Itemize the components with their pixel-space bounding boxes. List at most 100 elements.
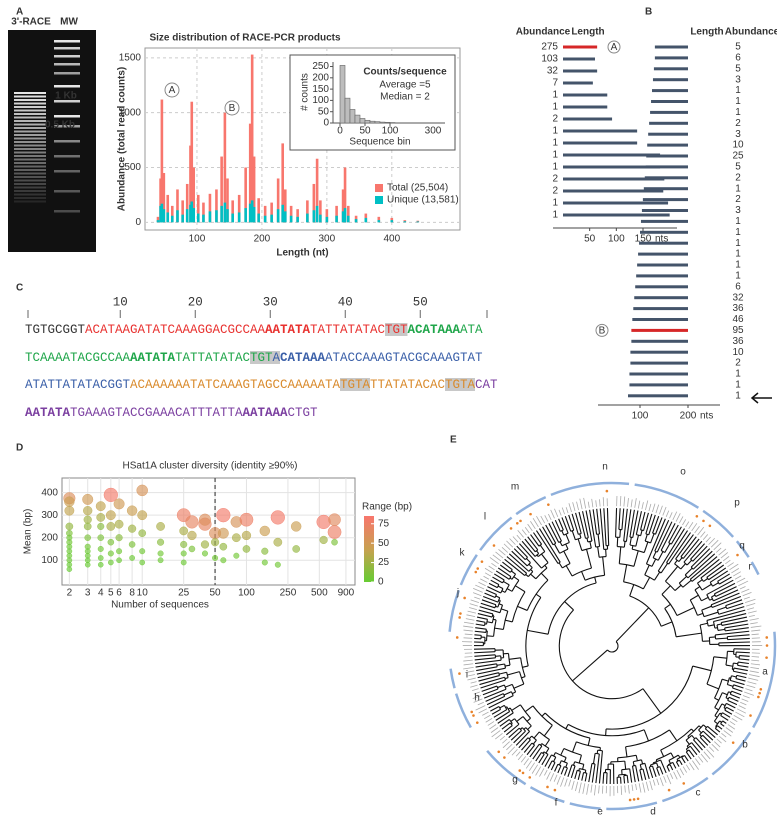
branch [592,753,596,764]
branch [495,711,510,721]
gel-band [14,183,46,185]
branch [563,757,567,763]
branch [490,579,500,586]
branch-arc [716,624,719,631]
branch [540,743,543,746]
leaf-label [713,542,722,551]
branch [733,662,738,665]
branch [660,749,665,757]
spike [156,216,160,223]
branch [476,620,486,623]
spike [176,189,179,223]
leaf-label [697,756,704,763]
branch [661,621,673,627]
branch [623,775,626,784]
branch [512,691,516,695]
ladder-band [54,140,80,143]
y-tick-label: 100 [41,555,58,566]
motif-highlight [272,351,280,364]
length-bar [634,296,688,300]
leaf-label [554,508,559,518]
spike [315,158,319,223]
branch [737,664,749,668]
spike [160,99,164,223]
branch [631,765,636,783]
clade-arc [529,786,565,804]
length-bar [563,45,598,49]
branch [529,743,540,758]
x-tick-label: 300 [319,234,336,245]
gel-band [14,99,46,101]
branch-arc [521,727,526,732]
length-bar [649,121,688,125]
leaf-label [463,629,473,632]
branch [668,729,678,742]
leaf-label [733,714,743,721]
branch [714,715,718,718]
branch [659,766,664,775]
marker-dot [509,527,513,530]
marker-dot [632,798,636,801]
branch [668,532,691,565]
leaf-label [483,575,490,580]
leaf-label [665,510,670,518]
branch [606,508,610,546]
branch [602,556,606,576]
branch [728,696,739,702]
ladder-band [54,155,80,158]
branch [528,735,533,740]
branch [719,576,732,585]
ladder-band [54,170,80,173]
leaf-label [716,738,722,744]
branch-arc [502,649,505,658]
x-tick-label: 4 [98,588,104,599]
leaf-label [546,771,551,780]
branch [676,607,695,617]
branch [494,627,504,631]
branch [507,707,511,710]
legend-swatch [375,196,383,204]
leaf-label [601,785,604,794]
sequence-segment: TGT [250,351,273,365]
leaf-label [525,760,532,769]
spike [346,215,350,223]
spike [281,204,284,223]
leaf-label [590,784,593,793]
branch [582,511,589,538]
branch [488,695,514,709]
sequence-segment: ATACCAAAGTACGCAAAGTAT [325,351,483,365]
branch [717,606,727,611]
spike [170,205,174,223]
spike [226,178,229,223]
branch [670,752,675,759]
branch [640,511,646,530]
leaf-label [487,721,495,726]
branch-arc [509,722,513,726]
spike [162,172,166,223]
spike [306,200,309,223]
branch-arc [697,582,703,591]
marker-dot [492,544,496,547]
size-label: 0.5 Kb [45,120,75,131]
spike [315,205,319,223]
abundance-label: 2 [735,172,741,183]
branch-arc [579,768,586,771]
branch-arc [668,542,672,545]
leaf-label [515,751,521,757]
branch [621,508,625,530]
leaf-label [714,741,721,748]
leaf-label [521,529,527,536]
leaf-label [706,748,715,758]
branch [669,764,674,771]
branch-arc [511,591,526,623]
leaf-label [527,523,533,532]
inset-frame [289,54,456,151]
abundance-label: 5 [735,63,741,74]
point [156,538,165,546]
branch [568,514,575,531]
branch-arc [729,690,733,695]
branch [475,659,502,665]
clade-arc [750,561,760,576]
branch [718,606,745,615]
